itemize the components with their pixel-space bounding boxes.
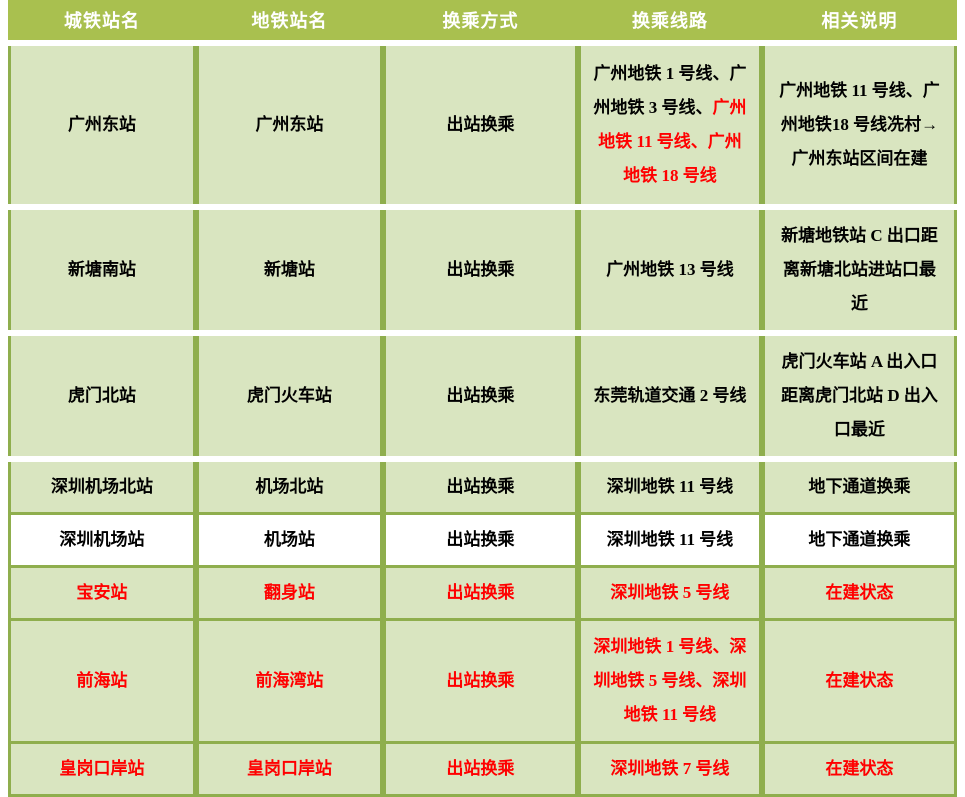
cell-chengtie-station: 前海站 — [8, 621, 196, 744]
cell-chengtie-station: 新塘南站 — [8, 210, 196, 330]
row-spacer-cell — [8, 40, 957, 46]
cell-transfer-mode: 出站换乘 — [383, 515, 578, 568]
cell-ditie-station: 新塘站 — [196, 210, 383, 330]
cell-ditie-station: 广州东站 — [196, 46, 383, 204]
column-header-transfer-mode: 换乘方式 — [383, 0, 578, 40]
table-row[interactable]: 深圳机场北站 机场北站 出站换乘 深圳地铁 11 号线 地下通道换乘 — [8, 462, 957, 515]
cell-remarks: 虎门火车站 A 出入口距离虎门北站 D 出入口最近 — [762, 336, 957, 456]
row-spacer-cell — [8, 330, 957, 336]
cell-remarks: 在建状态 — [762, 621, 957, 744]
table-row[interactable]: 新塘南站 新塘站 出站换乘 广州地铁 13 号线 新塘地铁站 C 出口距离新塘北… — [8, 210, 957, 330]
metro-transfer-table: 城铁站名 地铁站名 换乘方式 换乘线路 相关说明 广州东站 广州东站 出站换乘 … — [8, 0, 957, 797]
transfer-lines-under-construction: 广州地铁 11 号线、广州地铁 18 号线 — [598, 98, 747, 185]
cell-transfer-lines: 东莞轨道交通 2 号线 — [578, 336, 762, 456]
column-header-chengtie-station: 城铁站名 — [8, 0, 196, 40]
header-row: 城铁站名 地铁站名 换乘方式 换乘线路 相关说明 — [8, 0, 957, 40]
cell-remarks: 地下通道换乘 — [762, 515, 957, 568]
cell-chengtie-station: 深圳机场站 — [8, 515, 196, 568]
cell-chengtie-station: 宝安站 — [8, 568, 196, 621]
table-row[interactable]: 宝安站 翻身站 出站换乘 深圳地铁 5 号线 在建状态 — [8, 568, 957, 621]
cell-remarks: 地下通道换乘 — [762, 462, 957, 515]
cell-transfer-lines: 深圳地铁 11 号线 — [578, 462, 762, 515]
column-header-transfer-lines: 换乘线路 — [578, 0, 762, 40]
cell-chengtie-station: 虎门北站 — [8, 336, 196, 456]
cell-remarks: 在建状态 — [762, 568, 957, 621]
transfer-table-container: 城铁站名 地铁站名 换乘方式 换乘线路 相关说明 广州东站 广州东站 出站换乘 … — [8, 0, 957, 797]
cell-transfer-lines: 广州地铁 1 号线、广州地铁 3 号线、广州地铁 11 号线、广州地铁 18 号… — [578, 46, 762, 204]
row-spacer — [8, 204, 957, 210]
table-row[interactable]: 深圳机场站 机场站 出站换乘 深圳地铁 11 号线 地下通道换乘 — [8, 515, 957, 568]
cell-transfer-lines: 深圳地铁 1 号线、深圳地铁 5 号线、深圳地铁 11 号线 — [578, 621, 762, 744]
row-spacer-cell — [8, 204, 957, 210]
cell-transfer-mode: 出站换乘 — [383, 621, 578, 744]
cell-transfer-mode: 出站换乘 — [383, 336, 578, 456]
cell-ditie-station: 前海湾站 — [196, 621, 383, 744]
table-row[interactable]: 虎门北站 虎门火车站 出站换乘 东莞轨道交通 2 号线 虎门火车站 A 出入口距… — [8, 336, 957, 456]
table-header: 城铁站名 地铁站名 换乘方式 换乘线路 相关说明 — [8, 0, 957, 40]
table-body: 广州东站 广州东站 出站换乘 广州地铁 1 号线、广州地铁 3 号线、广州地铁 … — [8, 40, 957, 797]
cell-transfer-mode: 出站换乘 — [383, 46, 578, 204]
cell-transfer-mode: 出站换乘 — [383, 210, 578, 330]
table-row[interactable]: 广州东站 广州东站 出站换乘 广州地铁 1 号线、广州地铁 3 号线、广州地铁 … — [8, 46, 957, 204]
cell-chengtie-station: 广州东站 — [8, 46, 196, 204]
transfer-lines-operational: 广州地铁 1 号线、广州地铁 3 号线、 — [593, 64, 747, 117]
cell-ditie-station: 虎门火车站 — [196, 336, 383, 456]
cell-transfer-mode: 出站换乘 — [383, 462, 578, 515]
row-spacer — [8, 40, 957, 46]
cell-transfer-lines: 深圳地铁 5 号线 — [578, 568, 762, 621]
row-spacer — [8, 330, 957, 336]
cell-remarks: 新塘地铁站 C 出口距离新塘北站进站口最近 — [762, 210, 957, 330]
column-header-remarks: 相关说明 — [762, 0, 957, 40]
row-spacer — [8, 456, 957, 462]
row-spacer-cell — [8, 456, 957, 462]
cell-transfer-mode: 出站换乘 — [383, 568, 578, 621]
cell-chengtie-station: 深圳机场北站 — [8, 462, 196, 515]
cell-ditie-station: 翻身站 — [196, 568, 383, 621]
table-row[interactable]: 前海站 前海湾站 出站换乘 深圳地铁 1 号线、深圳地铁 5 号线、深圳地铁 1… — [8, 621, 957, 744]
cell-remarks: 广州地铁 11 号线、广州地铁18 号线冼村→广州东站区间在建 — [762, 46, 957, 204]
cell-ditie-station: 机场北站 — [196, 462, 383, 515]
cell-ditie-station: 机场站 — [196, 515, 383, 568]
column-header-ditie-station: 地铁站名 — [196, 0, 383, 40]
cell-transfer-lines: 广州地铁 13 号线 — [578, 210, 762, 330]
cell-transfer-lines: 深圳地铁 11 号线 — [578, 515, 762, 568]
